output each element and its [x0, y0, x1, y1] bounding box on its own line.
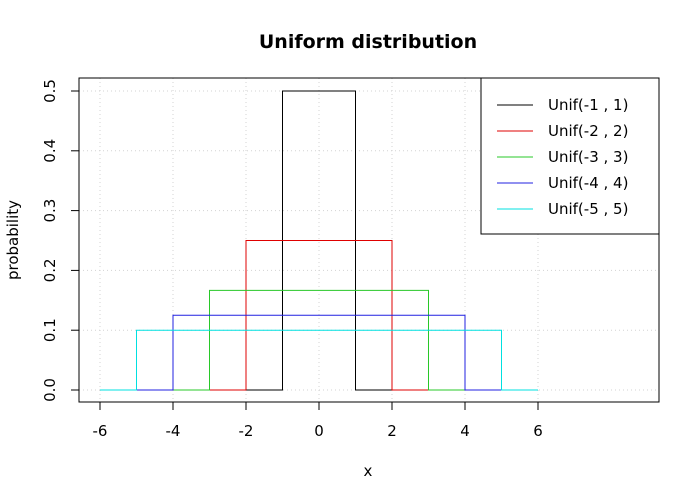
x-tick-label: -6: [93, 422, 108, 440]
x-axis-label: x: [364, 462, 373, 480]
legend-label: Unif(-5 , 5): [548, 200, 628, 218]
series-line: [100, 329, 538, 391]
series-line: [100, 240, 538, 391]
legend-label: Unif(-3 , 3): [548, 148, 628, 166]
chart-title: Uniform distribution: [259, 31, 477, 53]
legend-label: Unif(-4 , 4): [548, 174, 628, 192]
legend-label: Unif(-1 , 1): [548, 96, 628, 114]
x-tick-label: 4: [460, 422, 470, 440]
series-line: [100, 90, 538, 391]
legend-box: [480, 77, 660, 235]
x-tick-label: -2: [239, 422, 254, 440]
x-tick-label: 0: [314, 422, 324, 440]
y-tick-label: 0.5: [41, 79, 59, 103]
x-tick-label: 6: [533, 422, 543, 440]
axes: -6 -4 -2 0 2 4 6 0.0 0.1 0.2 0.3 0.4 0.5: [41, 79, 543, 440]
y-tick-label: 0.4: [41, 139, 59, 163]
x-tick-label: -4: [166, 422, 181, 440]
plot-frame: [78, 77, 660, 403]
legend-label: Unif(-2 , 2): [548, 122, 628, 140]
y-tick-label: 0.2: [41, 258, 59, 282]
y-tick-label: 0.0: [41, 378, 59, 402]
y-tick-label: 0.3: [41, 199, 59, 223]
series-layer: [100, 90, 538, 391]
series-line: [100, 314, 538, 391]
y-axis-label: probability: [4, 200, 22, 280]
x-tick-label: 2: [387, 422, 397, 440]
y-tick-label: 0.1: [41, 318, 59, 342]
legend: Unif(-1 , 1) Unif(-2 , 2) Unif(-3 , 3) Unif…: [480, 77, 660, 235]
series-line: [100, 289, 538, 391]
